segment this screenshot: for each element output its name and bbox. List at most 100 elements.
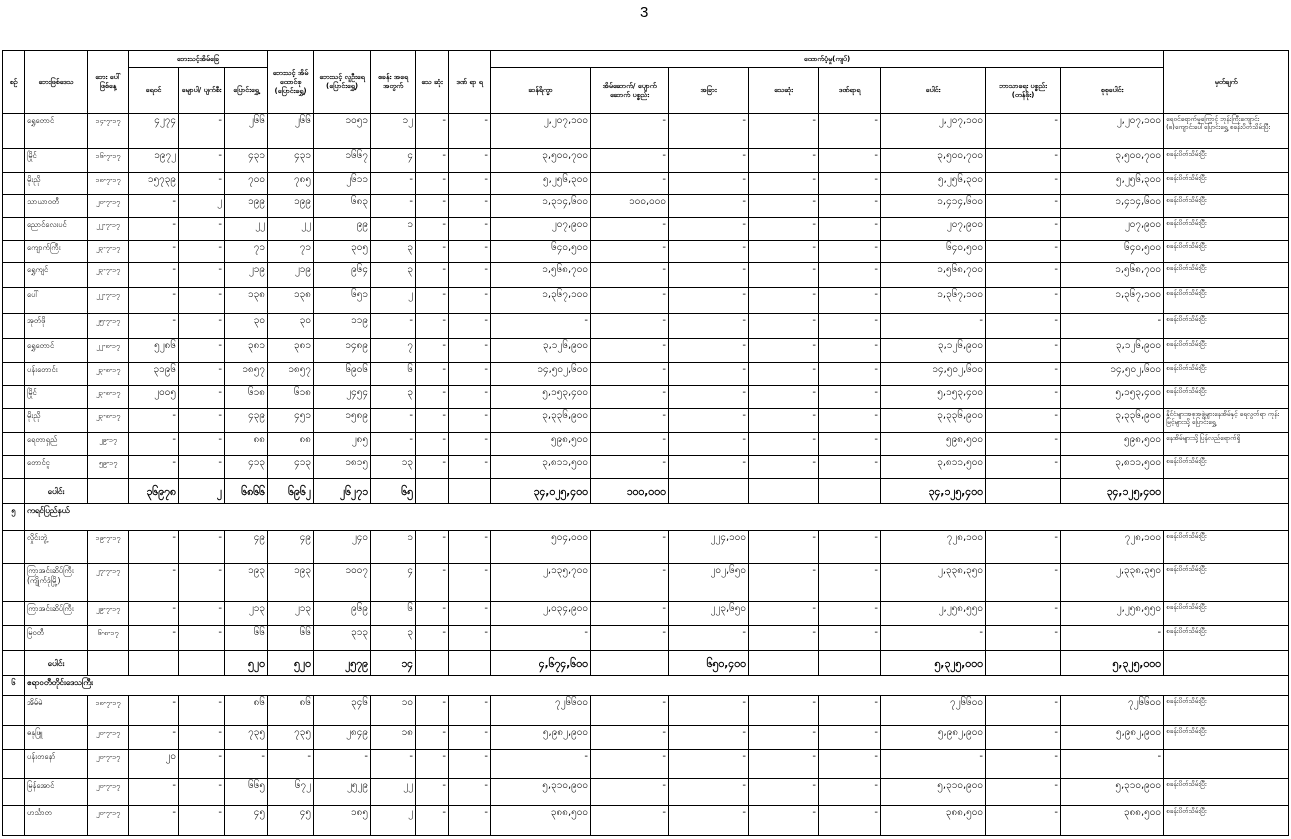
cell-aid-injured: -: [818, 625, 882, 651]
row-number: [2, 455, 25, 479]
cell-date: ၂၂-၇-၁၇: [87, 287, 129, 314]
header-area: ဘေးဖြစ်ဒေသ: [24, 50, 88, 114]
row-number: [2, 240, 25, 263]
cell-injured: -: [448, 601, 492, 626]
cell-date: ၂၂-၇-၁၇: [87, 217, 129, 241]
cell-injured: -: [448, 408, 492, 433]
cell-remark: စခန်းပိတ်သိမ်းပြီး: [1163, 172, 1290, 195]
cell-population: ၂၆၂၇၁: [313, 478, 372, 504]
row-number: [2, 805, 25, 836]
table-row: အုတ်ဖို ၂၅-၇-၁၇- -၃၀ ၃၀ ၁၁၉- - - - - - - - - - - စခန်းပ…: [2, 313, 1290, 339]
section-row: ၅ကရင်ပြည်နယ်: [2, 503, 1290, 531]
cell-building: -: [590, 217, 670, 241]
cell-injured: -: [448, 725, 492, 750]
header-remarks: မှတ်ချက်: [1163, 50, 1290, 114]
cell-houses-relocated: ၆၈၆၆: [223, 478, 269, 504]
cell-aid-dead: -: [748, 217, 820, 241]
cell-remark: စခန်းပိတ်သိမ်းပြီး: [1163, 725, 1290, 750]
cell-building: -: [590, 148, 670, 173]
header-households: ဘေးသင့် အိမ် ထောင်စု (ပြောင်းရွှေ့): [267, 50, 315, 114]
table-row: မြိုင် ၂၃-၈-၁၇ ၂၀၀၅-၆၁၈ ၆၁၈ ၂၄၅၄၃- -၅,၁၅၃,၄၀၀…: [2, 385, 1290, 409]
cell-grand-total: ၁,၅၆၈,၇၀၀: [1060, 262, 1165, 288]
cell-date: ၁၆-၇-၁၇: [87, 148, 129, 173]
cell-sum: ၇၂၈,၁၀၀: [880, 530, 987, 564]
cell-houses-destroyed: -: [178, 240, 225, 263]
cell-aid-dead: -: [748, 408, 820, 433]
cell-houses-destroyed: ၂: [178, 194, 225, 218]
cell-houses-flooded: -: [128, 455, 179, 479]
cell-population: ၆၅၁: [313, 287, 372, 314]
cell-houses-flooded: -: [128, 725, 179, 750]
cell-households: ၄၅၁: [267, 408, 315, 433]
cell-religious: -: [985, 695, 1062, 726]
cell-injured: -: [448, 194, 492, 218]
cell-houses-relocated: ၁၈၅၇: [223, 362, 269, 386]
cell-houses-destroyed: -: [178, 601, 225, 626]
cell-injured: -: [448, 778, 492, 806]
cell-houses-destroyed: ၂: [178, 478, 225, 504]
cell-population: ၁၆၆၇: [313, 148, 372, 173]
cell-camps: ၃: [370, 240, 417, 263]
cell-houses-destroyed: -: [178, 148, 225, 173]
cell-other: -: [668, 385, 750, 409]
cell-injured: -: [448, 432, 492, 456]
cell-houses-destroyed: -: [178, 625, 225, 651]
cell-remark: နေအိမ်များသို့ပြန်လည်ရောက်ရှိ: [1163, 432, 1290, 456]
cell-houses-destroyed: -: [178, 287, 225, 314]
cell-date: ၂၉-၇-၁၇: [87, 601, 129, 626]
cell-population: ၃၀၅: [313, 240, 372, 263]
cell-injured: [448, 478, 492, 504]
cell-religious: -: [985, 408, 1062, 433]
cell-grand-total: -: [1060, 749, 1165, 779]
cell-dead: -: [415, 408, 450, 433]
cell-date: ၁၈-၇-၁၇: [87, 695, 129, 726]
cell-rice: ၃၈၈,၅၀၀: [490, 805, 592, 836]
cell-dead: -: [415, 313, 450, 339]
cell-other: -: [668, 455, 750, 479]
cell-remark: နိုင်ငံများအစုအဖွဲ့များနေအိမ်နှင့် ရေလွတ…: [1163, 408, 1290, 433]
cell-camps: ၂: [370, 805, 417, 836]
cell-dead: -: [415, 217, 450, 241]
cell-sum: ၃၈၈,၅၀၀: [880, 805, 987, 836]
header-aid-group: ထောက်ပံ့မှု(ကျပ်): [490, 50, 1165, 68]
cell-sum: ၂,၃၃၈,၃၅၀: [880, 563, 987, 602]
header-rice: ဆန်ရိက္ခာ: [490, 67, 592, 114]
cell-religious: -: [985, 262, 1062, 288]
row-number: [2, 217, 25, 241]
cell-date: ၆-၈-၁၇: [87, 625, 129, 651]
row-number: [2, 725, 25, 750]
cell-religious: -: [985, 194, 1062, 218]
cell-houses-flooded: -: [128, 601, 179, 626]
cell-remark: စခန်းပိတ်သိမ်းပြီး: [1163, 455, 1290, 479]
cell-dead: -: [415, 625, 450, 651]
cell-other: ၂၀၂,၆၅၀: [668, 563, 750, 602]
cell-injured: -: [448, 262, 492, 288]
table-row: တောင်ငူ ၅၉-၁၇- -၄၁၃ ၄၁၃ ၁၈၁၅ ၁၃- -၃,၈၁၁,၅၀၀- - -…: [2, 455, 1290, 479]
table-row: ရွှေကျင် ၂၃-၇-၁၇- -၂၁၉ ၂၁၉ ၉၆၄၃- -၁,၅၆၈,၇၀၀- -…: [2, 262, 1290, 288]
cell-sum: ၃,၁၂၆,၉၀၀: [880, 338, 987, 363]
cell-aid-dead: -: [748, 563, 820, 602]
cell-houses-relocated: ၈၈: [223, 432, 269, 456]
cell-aid-injured: -: [818, 313, 882, 339]
cell-injured: -: [448, 338, 492, 363]
cell-grand-total: ၅,၂၅၆,၃၀၀: [1060, 172, 1165, 195]
cell-rice: ၅,၉၈၂,၉၀၀: [490, 725, 592, 750]
cell-date: ၂၃-၇-၁၇: [87, 240, 129, 263]
cell-aid-injured: -: [818, 217, 882, 241]
cell-remark: ရေဝင်ရောက်မှုကြောင့် ဘုန်းကြီးကျောင်း (၈…: [1163, 113, 1290, 149]
row-number: ၅: [2, 503, 25, 531]
cell-building: -: [590, 338, 670, 363]
cell-remark: စခန်းပိတ်သိမ်းပြီး: [1163, 194, 1290, 218]
cell-households: ၄၅: [267, 805, 315, 836]
cell-population: ၁၀၅၁: [313, 113, 372, 149]
cell-aid-dead: -: [748, 287, 820, 314]
cell-camps: ၆: [370, 362, 417, 386]
header-houses-flooded: ရေဝင်: [128, 67, 179, 114]
cell-dead: -: [415, 455, 450, 479]
cell-grand-total: ၅,၃၁၀,၉၀၀: [1060, 778, 1165, 806]
cell-rice: -: [490, 749, 592, 779]
cell-other: -: [668, 805, 750, 836]
cell-religious: -: [985, 172, 1062, 195]
cell-houses-relocated: ၄၅: [223, 805, 269, 836]
cell-injured: -: [448, 625, 492, 651]
